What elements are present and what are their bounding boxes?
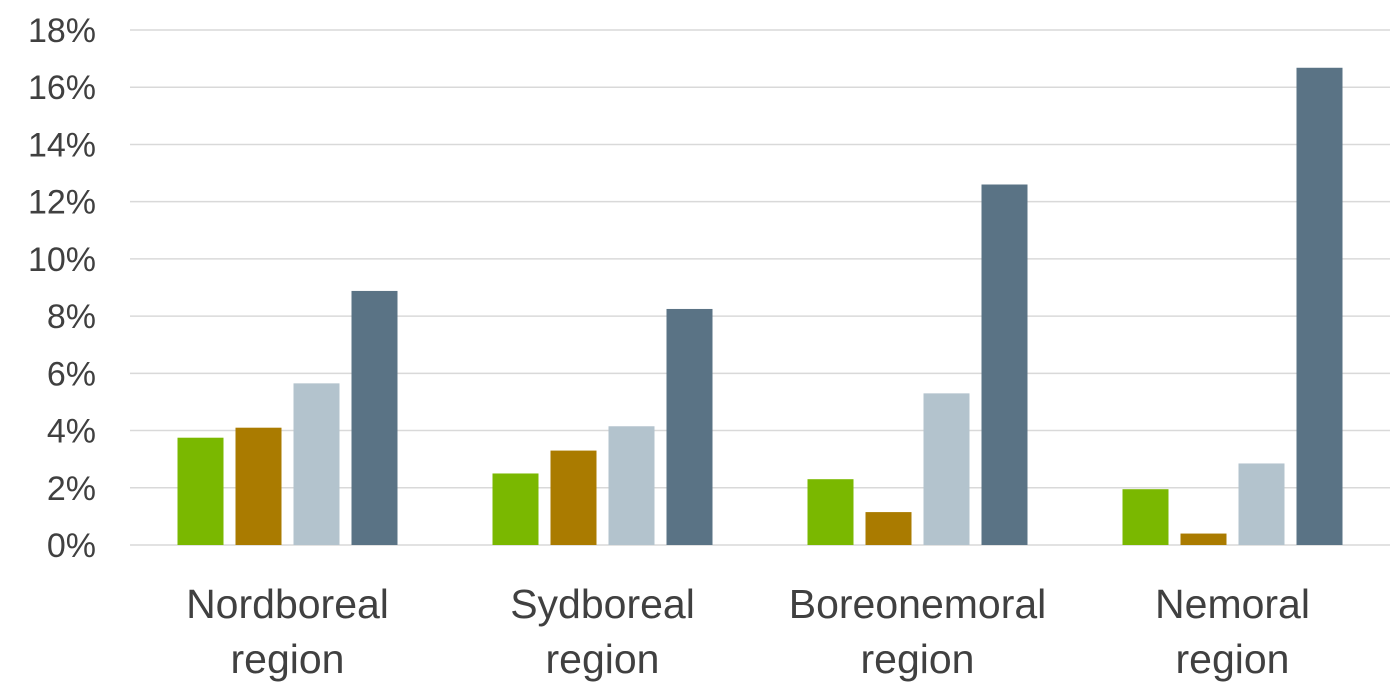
- x-category-label-line: region: [546, 636, 660, 682]
- bar: [1238, 463, 1285, 545]
- x-category-label: Nemoral region: [1155, 581, 1310, 682]
- x-category-label-line: Nordboreal: [186, 581, 389, 627]
- x-category-label-line: region: [1176, 636, 1290, 682]
- bar: [923, 393, 970, 545]
- y-tick-label: 16%: [28, 69, 96, 107]
- bar: [1122, 489, 1169, 545]
- x-category-label-line: Boreonemoral: [789, 581, 1047, 627]
- x-category-label: Boreonemoral region: [789, 581, 1047, 682]
- y-tick-label: 10%: [28, 241, 96, 279]
- bars: [177, 67, 1343, 546]
- bar: [351, 290, 398, 545]
- bar: [608, 426, 655, 545]
- bar: [177, 437, 224, 545]
- bar: [666, 308, 713, 545]
- y-tick-label: 12%: [28, 184, 96, 222]
- gridlines: [130, 29, 1390, 546]
- y-tick-label: 6%: [47, 355, 96, 393]
- y-tick-label: 8%: [47, 298, 96, 336]
- bar: [235, 427, 282, 545]
- bar: [492, 473, 539, 545]
- y-tick-label: 2%: [47, 470, 96, 508]
- y-tick-label: 14%: [28, 126, 96, 164]
- y-tick-label: 0%: [47, 527, 96, 565]
- bar: [293, 383, 340, 545]
- y-axis-tick-labels: 0% 2% 4% 6% 8% 10% 12% 14% 16% 18%: [28, 12, 96, 565]
- x-category-label-line: Nemoral: [1155, 581, 1310, 627]
- bar: [981, 184, 1028, 545]
- y-tick-label: 18%: [28, 12, 96, 50]
- x-category-label-line: region: [231, 636, 345, 682]
- x-category-label-line: region: [861, 636, 975, 682]
- bar: [1180, 533, 1227, 545]
- bar: [865, 512, 912, 545]
- bar: [807, 479, 854, 545]
- x-category-label: Nordboreal region: [186, 581, 389, 682]
- x-category-label: Sydboreal region: [510, 581, 695, 682]
- bar: [550, 450, 597, 545]
- bar: [1296, 67, 1343, 546]
- x-category-label-line: Sydboreal: [510, 581, 695, 627]
- y-tick-label: 4%: [47, 413, 96, 451]
